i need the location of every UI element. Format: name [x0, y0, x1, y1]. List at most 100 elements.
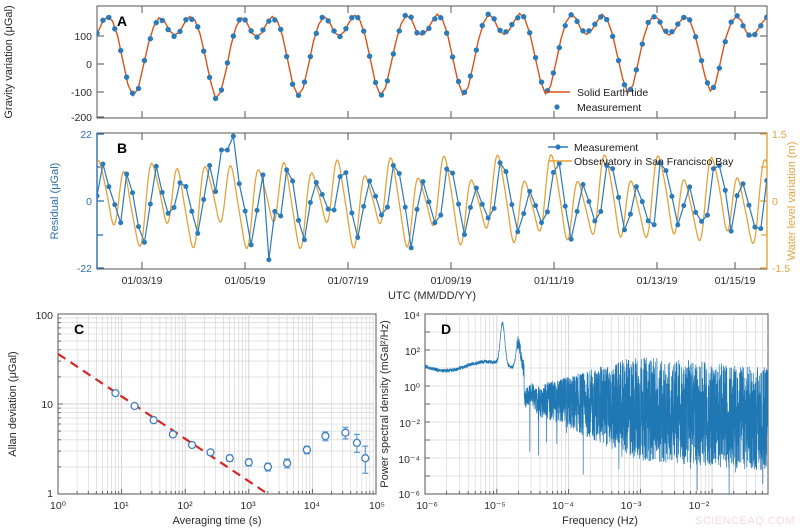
residual-point [213, 189, 219, 195]
panel-a: 100 0 -100 -200 Gravity variation (μGal)… [3, 5, 768, 124]
measurement-point [704, 80, 711, 86]
residual-point [450, 170, 456, 176]
residual-point [296, 217, 302, 223]
residual-point [319, 192, 325, 197]
panel-b-legend: Measurement Observatory in San Francisco… [548, 142, 734, 168]
measurement-point [420, 29, 426, 36]
residual-point [331, 207, 337, 213]
panel-d-ytick-0: 10⁴ [404, 310, 420, 322]
residual-point [153, 163, 159, 169]
measurement-point [443, 30, 450, 36]
measurement-point [331, 28, 337, 34]
measurement-point [349, 15, 355, 21]
measurement-point [307, 53, 314, 60]
residual-point [645, 218, 651, 224]
measurement-point [633, 67, 640, 73]
residual-point [752, 224, 758, 230]
measurement-point [716, 65, 723, 71]
residual-point [242, 208, 248, 214]
residual-point [592, 218, 598, 224]
residual-point [515, 229, 521, 235]
residual-point [118, 220, 124, 226]
residual-point [224, 147, 230, 153]
measurement-point [177, 28, 183, 35]
measurement-point [266, 18, 272, 24]
measurement-point [698, 57, 705, 64]
panel-c-ylabel: Allan deviation (μGal) [7, 351, 19, 456]
measurement-point [746, 32, 752, 38]
residual-point [740, 181, 746, 187]
panel-b: 22 0 -22 1.5 0 -1.5 01/03/19 01/05/19 01… [49, 129, 798, 302]
panel-a-ytick-0: 100 [74, 31, 92, 43]
residual-point [373, 193, 379, 199]
panel-b-ytick-right-0: 1.5 [772, 129, 787, 141]
measurement-point [686, 17, 693, 23]
panel-b-frame [96, 132, 768, 270]
measurement-point [728, 19, 734, 25]
residual-measurement-curve [97, 133, 767, 260]
measurement-point [639, 41, 645, 47]
residual-point [728, 228, 734, 234]
panel-a-ytick-3: -200 [71, 112, 92, 124]
measurement-point [355, 14, 361, 21]
measurement-point [449, 54, 456, 60]
residual-point [461, 232, 467, 238]
panel-c: 100 10 1 10⁰ 10¹ 10² 10³ 10⁴ 10⁵ Averagi… [7, 310, 385, 527]
panel-d-ticks [425, 331, 763, 494]
panel-c-xtick-0: 10⁰ [50, 500, 67, 512]
residual-point [183, 184, 189, 190]
panel-b-ytick-1: 0 [86, 196, 92, 208]
panel-d-xtick-2: 10⁻⁴ [552, 500, 574, 512]
watermark: SCIENCEAQ.COM [695, 515, 795, 527]
residual-point [675, 222, 681, 228]
legend-b-measurement-dot [555, 144, 561, 150]
measurement-point [141, 57, 148, 64]
measurement-point [758, 23, 764, 29]
panel-c-ticks [58, 317, 374, 494]
measurement-point [337, 33, 343, 40]
residual-point [402, 204, 408, 210]
allan-point [187, 440, 197, 450]
residual-point [467, 205, 473, 211]
residual-point [473, 185, 479, 191]
residual-point [722, 187, 728, 193]
measurement-point [609, 33, 616, 40]
allan-point [321, 431, 330, 442]
allan-deviation-points [111, 388, 370, 474]
residual-measurement-dots [97, 133, 767, 263]
residual-point [521, 211, 527, 217]
measurement-point [455, 78, 462, 85]
measurement-point [580, 28, 586, 34]
allan-point [149, 416, 158, 425]
residual-point [651, 222, 657, 228]
residual-point [325, 206, 331, 212]
measurement-point [556, 44, 562, 51]
panel-b-yticks-left [97, 133, 104, 269]
measurement-point [645, 19, 651, 26]
allan-point [302, 445, 312, 455]
residual-point [574, 208, 580, 214]
panel-a-legend: Solid Earth tide Measurement [545, 87, 648, 114]
residual-point [734, 193, 740, 199]
residual-point [284, 167, 290, 173]
panel-a-ytick-1: 0 [86, 59, 92, 71]
measurement-point [153, 19, 159, 26]
residual-point [456, 201, 462, 207]
panel-b-plot [97, 133, 767, 263]
measurement-point [461, 89, 468, 95]
measurement-point [295, 92, 302, 98]
residual-point [533, 203, 539, 209]
panel-d-ytick-4: 10⁻⁴ [398, 454, 420, 466]
residual-point [527, 188, 533, 194]
measurement-point [260, 27, 266, 33]
residual-point [627, 211, 633, 217]
measurement-point [129, 90, 136, 96]
residual-point [378, 212, 384, 218]
panel-d-ylabel: Power spectral density (mGal²/Hz) [379, 320, 391, 488]
panel-c-ytick-2: 1 [47, 488, 53, 500]
measurement-point [509, 21, 515, 28]
panel-d-ytick-3: 10⁻² [399, 418, 420, 430]
residual-point [290, 178, 296, 184]
